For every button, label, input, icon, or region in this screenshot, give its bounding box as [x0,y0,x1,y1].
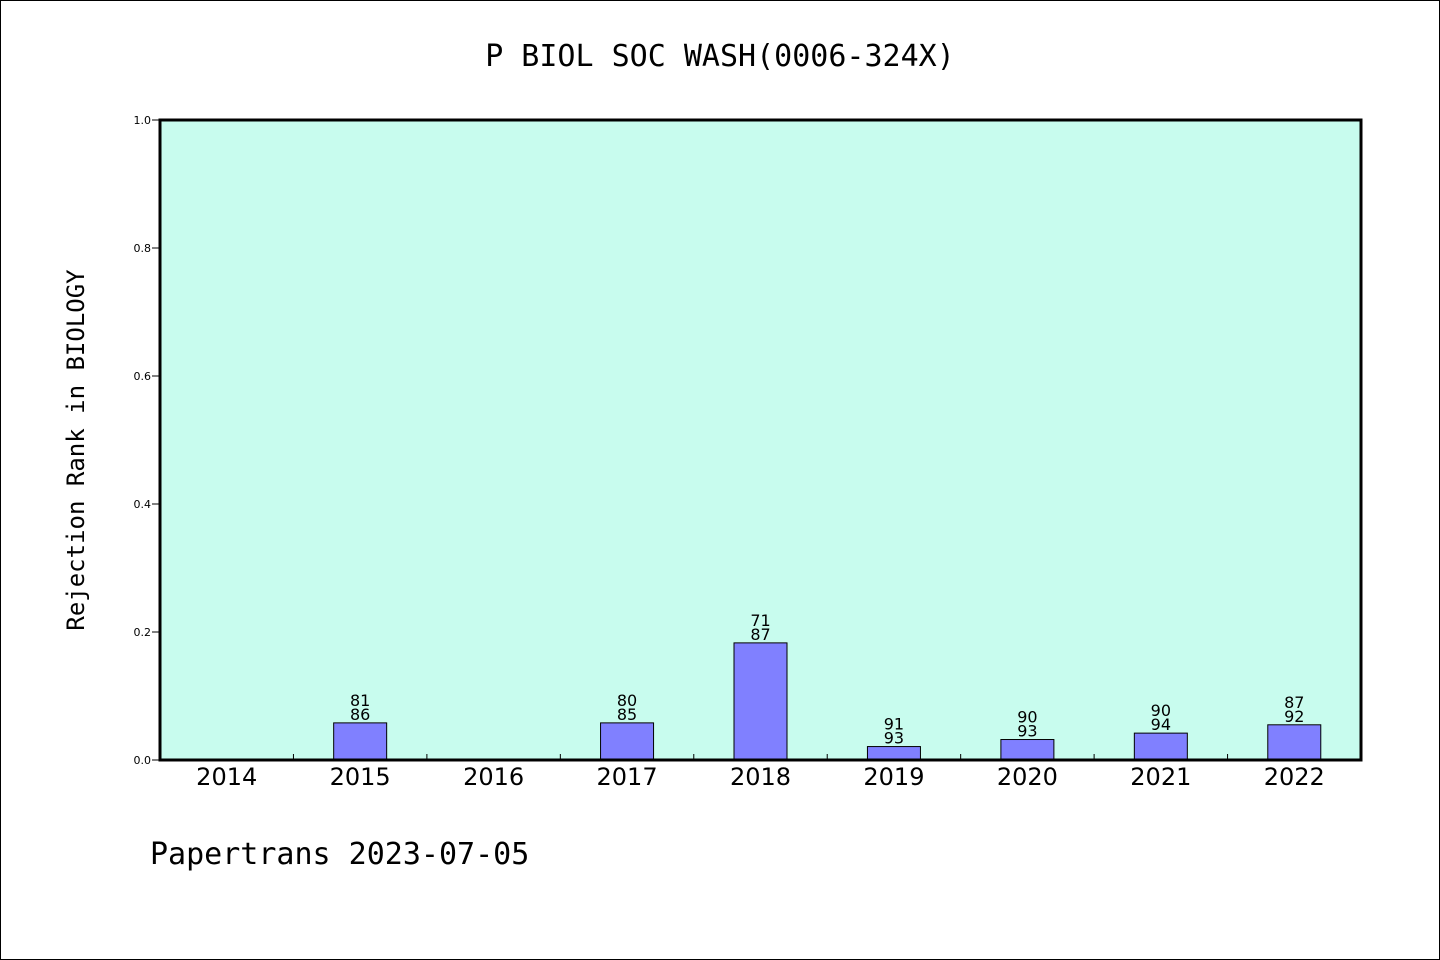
bar-label-bottom: 87 [750,625,770,644]
x-tick-label: 2017 [597,763,658,791]
y-axis-label: Rejection Rank in BIOLOGY [62,269,90,631]
y-tick-label: 0.0 [134,754,152,767]
y-tick-label: 0.8 [134,242,152,255]
chart-title: P BIOL SOC WASH(0006-324X) [485,39,955,74]
x-tick-label: 2021 [1130,763,1191,791]
bar-label-top: 87 [1284,693,1304,712]
y-tick-label: 0.4 [134,498,152,511]
bar [733,642,788,761]
bar-label-bottom: 94 [1151,715,1171,734]
bar-label-bottom: 85 [617,705,637,724]
y-tick-label: 0.6 [134,370,152,383]
bar [333,722,388,761]
bar-label-top: 90 [1151,701,1171,720]
bar-label-top: 81 [350,691,370,710]
bar [1267,724,1322,761]
bar-label-top: 71 [750,611,770,630]
x-axis-ticks: 2014 2015 2016 2017 2018 2019 2020 2021 2022 [196,754,1325,791]
x-tick-label: 2019 [863,763,924,791]
footer-date: Papertrans 2023-07-05 [150,837,529,872]
bar-label-bottom: 86 [350,705,370,724]
bar [600,722,655,761]
bar [1133,732,1188,761]
plot-border [158,118,1363,762]
bar-label-bottom: 93 [884,729,904,748]
x-tick-label: 2016 [463,763,524,791]
bar [866,746,921,761]
x-tick-label: 2022 [1264,763,1325,791]
bar-label-bottom: 92 [1284,707,1304,726]
bar [1000,739,1055,761]
x-tick-label: 2018 [730,763,791,791]
x-tick-label: 2014 [196,763,257,791]
x-tick-label: 2015 [330,763,391,791]
bar-label-top: 80 [617,691,637,710]
bars [333,642,1322,761]
y-axis-ticks: 0.0 0.2 0.4 0.6 0.8 1.0 [134,114,160,767]
bar-label-bottom: 93 [1017,722,1037,741]
x-tick-label: 2020 [997,763,1058,791]
y-tick-label: 1.0 [134,114,152,127]
bar-label-top: 91 [884,715,904,734]
bar-label-top: 90 [1017,708,1037,727]
y-tick-label: 0.2 [134,626,152,639]
